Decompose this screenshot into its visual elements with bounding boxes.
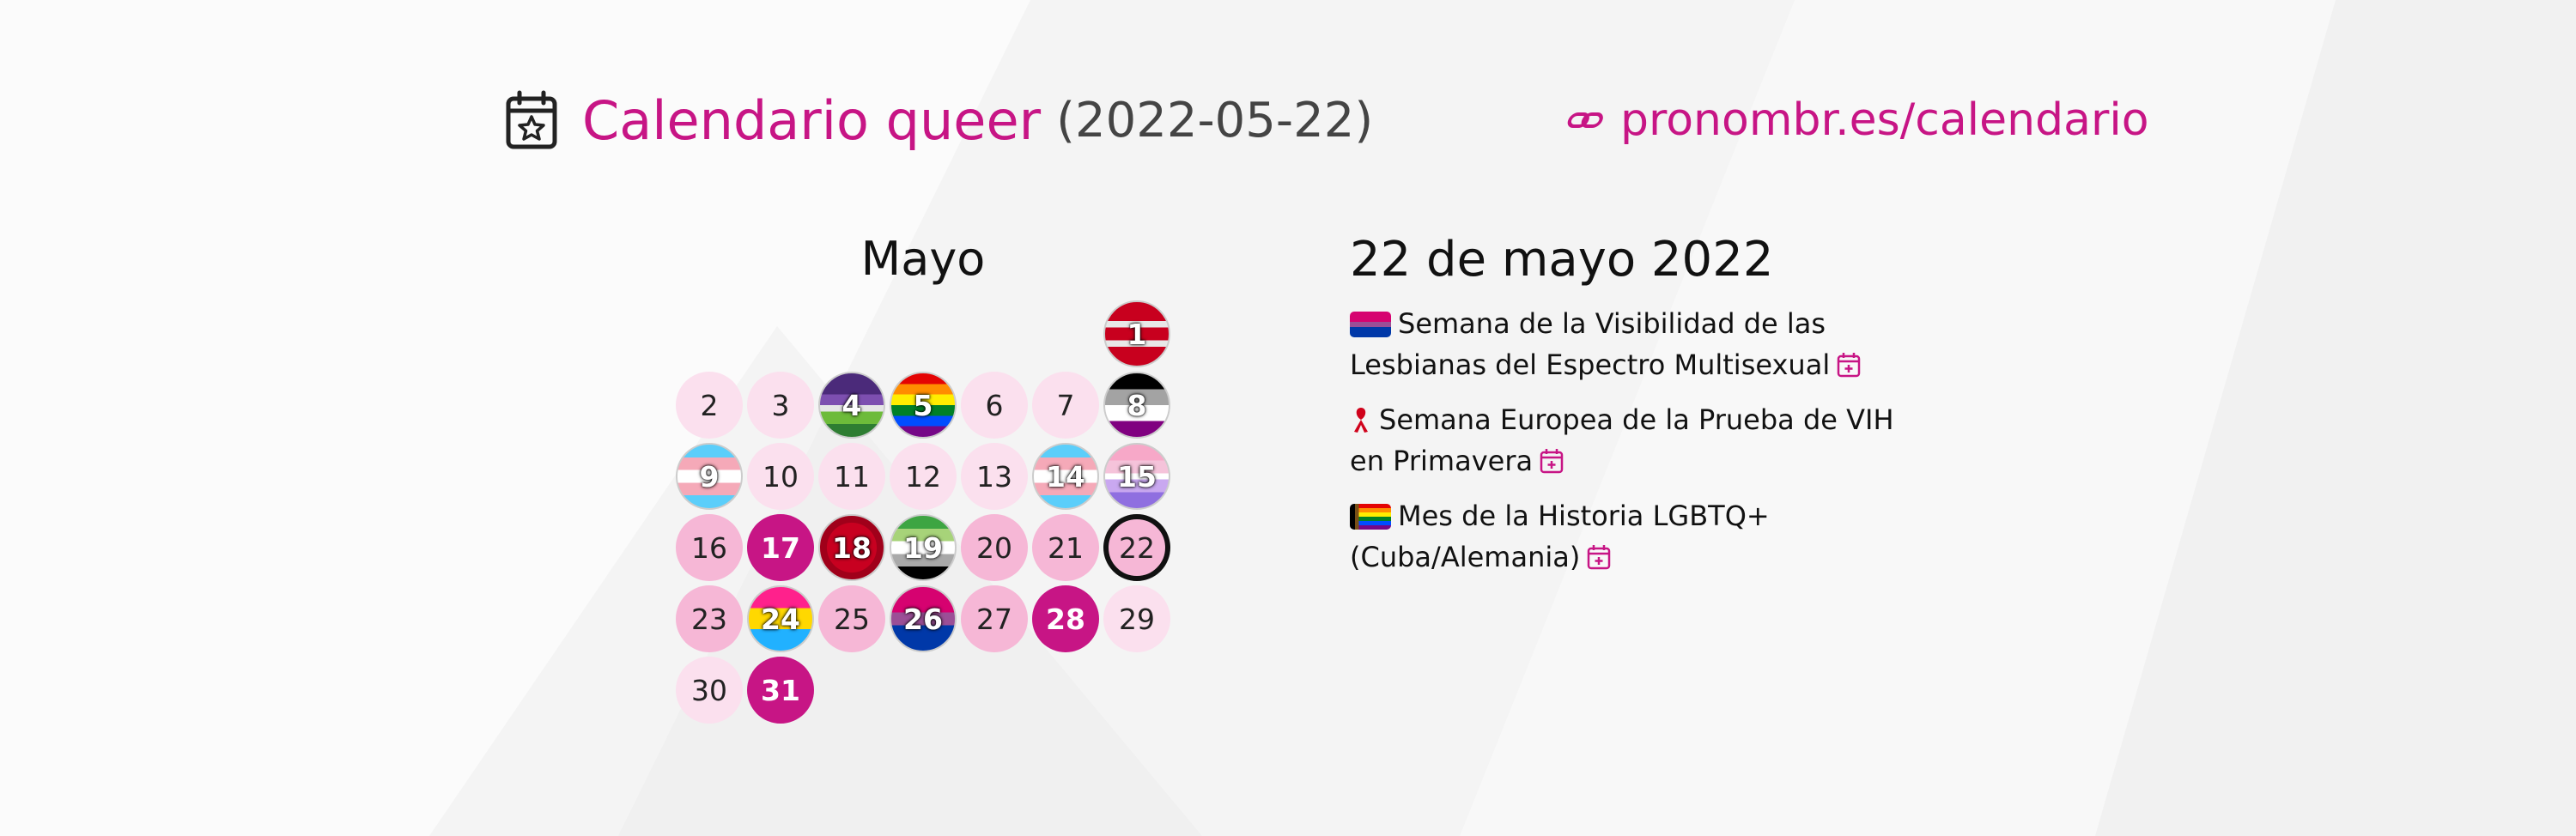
event-text: Semana de la Visibilidad de las Lesbiana… [1350, 307, 1831, 381]
calendar-day[interactable]: 30 [676, 657, 743, 724]
event-item: Semana de la Visibilidad de las Lesbiana… [1350, 303, 1899, 385]
calendar-day-number: 13 [976, 459, 1012, 494]
calendar-day[interactable]: 24 [747, 585, 814, 652]
link-icon [1567, 112, 1603, 128]
calendar-day-number: 12 [905, 459, 941, 494]
page-header: Calendario queer (2022-05-22) [505, 82, 1373, 159]
calendar-day-number: 20 [976, 530, 1012, 565]
calendar-day[interactable]: 3 [747, 372, 814, 439]
calendar-day-number: 8 [1127, 388, 1147, 422]
calendar-day-number: 3 [771, 388, 790, 422]
page-title: Calendario queer [582, 88, 1042, 152]
calendar-day[interactable]: 14 [1032, 443, 1099, 510]
calendar-day[interactable]: 21 [1032, 514, 1099, 581]
events-panel: 22 de mayo 2022 Semana de la Visibilidad… [1350, 232, 1899, 591]
calendar-star-icon [506, 90, 557, 149]
calendar-day[interactable]: 7 [1032, 372, 1099, 439]
calendar-link-label[interactable]: pronombr.es/calendario [1620, 94, 2149, 146]
calendar-day[interactable]: 12 [890, 443, 957, 510]
calendar-day-number: 29 [1119, 602, 1155, 636]
calendar-day[interactable]: 25 [818, 585, 885, 652]
calendar-day-number: 6 [985, 388, 1004, 422]
calendar-day-number: 18 [832, 530, 872, 565]
calendar-day-number: 2 [700, 388, 719, 422]
calendar-day[interactable]: 9 [676, 443, 743, 510]
calendar-day[interactable]: 22 [1103, 514, 1170, 581]
calendar-day[interactable]: 4 [818, 372, 885, 439]
add-to-calendar-icon[interactable] [1540, 448, 1564, 474]
page-date: (2022-05-22) [1056, 92, 1374, 148]
calendar-day[interactable]: 10 [747, 443, 814, 510]
month-title: Mayo [860, 232, 986, 286]
events-heading: 22 de mayo 2022 [1350, 232, 1774, 288]
calendar-day[interactable]: 19 [890, 514, 957, 581]
calendar-day[interactable]: 28 [1032, 585, 1099, 652]
calendar-day[interactable]: 16 [676, 514, 743, 581]
calendar-day-number: 28 [1046, 602, 1085, 636]
calendar-day-number: 24 [761, 602, 800, 636]
add-to-calendar-icon[interactable] [1837, 352, 1861, 378]
calendar-day[interactable]: 27 [961, 585, 1028, 652]
calendar-day[interactable]: 11 [818, 443, 885, 510]
calendar-day[interactable]: 2 [676, 372, 743, 439]
calendar-day-number: 17 [761, 530, 800, 565]
red-ribbon-icon [1354, 408, 1368, 433]
calendar-day-number: 15 [1117, 459, 1157, 494]
calendar-day[interactable]: 29 [1103, 585, 1170, 652]
event-text: Mes de la Historia LGBTQ+ (Cuba/Alemania… [1350, 500, 1770, 573]
calendar-day[interactable]: 5 [890, 372, 957, 439]
calendar-day-number: 4 [841, 388, 862, 422]
event-item: Mes de la Historia LGBTQ+ (Cuba/Alemania… [1350, 495, 1899, 578]
calendar-day[interactable]: 23 [676, 585, 743, 652]
calendar-day[interactable]: 31 [747, 657, 814, 724]
calendar-day[interactable]: 20 [961, 514, 1028, 581]
calendar-day-number: 30 [691, 673, 727, 707]
calendar-day-number: 10 [762, 459, 799, 494]
calendar-day[interactable]: 15 [1103, 443, 1170, 510]
calendar-day[interactable]: 17 [747, 514, 814, 581]
event-item: Semana Europea de la Prueba de VIH en Pr… [1350, 399, 1899, 482]
calendar-link[interactable]: pronombr.es/calendario [1567, 86, 2149, 154]
calendar-day-number: 31 [761, 673, 800, 707]
calendar-day[interactable]: 8 [1103, 372, 1170, 439]
calendar-day[interactable]: 13 [961, 443, 1028, 510]
progress-flag-icon [1350, 504, 1391, 530]
calendar-day-number: 1 [1127, 317, 1147, 351]
calendar-day-number: 19 [903, 530, 943, 565]
calendar-day[interactable]: 26 [890, 585, 957, 652]
calendar-day-number: 16 [691, 530, 727, 565]
calendar-day-number: 21 [1048, 530, 1084, 565]
calendar-day-number: 25 [834, 602, 870, 636]
calendar-day-number: 11 [834, 459, 870, 494]
calendar-day[interactable]: 18 [818, 514, 885, 581]
bi-flag-icon [1350, 312, 1391, 337]
add-to-calendar-icon[interactable] [1587, 544, 1611, 570]
calendar-day-number: 14 [1046, 459, 1085, 494]
event-text: Semana Europea de la Prueba de VIH en Pr… [1350, 403, 1894, 477]
calendar-day-number: 27 [976, 602, 1012, 636]
calendar-day-number: 9 [699, 459, 720, 494]
calendar-day-number: 5 [913, 388, 933, 422]
calendar-day-number: 26 [903, 602, 943, 636]
calendar-day-number: 22 [1119, 530, 1155, 565]
calendar-day-number: 23 [691, 602, 727, 636]
calendar-day-number: 7 [1056, 388, 1075, 422]
calendar-day[interactable]: 6 [961, 372, 1028, 439]
calendar-day[interactable]: 1 [1103, 300, 1170, 367]
